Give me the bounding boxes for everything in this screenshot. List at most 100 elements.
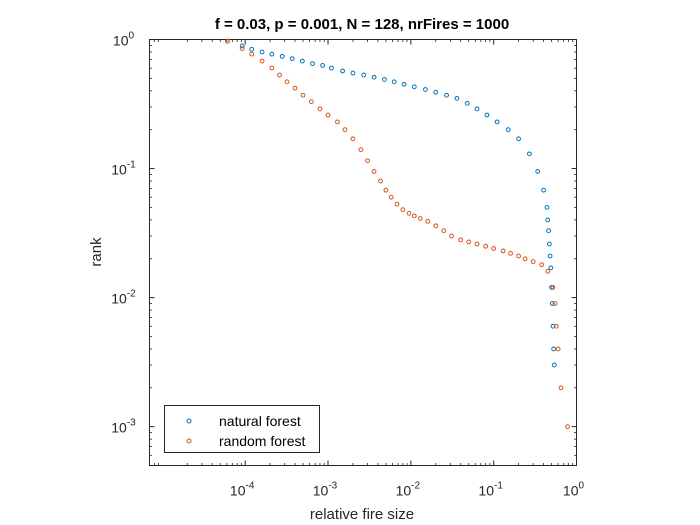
legend: natural forest random forest — [164, 405, 320, 453]
data-point-random-forest — [378, 178, 383, 184]
data-point-random-forest — [425, 218, 431, 224]
data-point-natural-forest — [269, 51, 275, 57]
data-point-natural-forest — [350, 70, 356, 76]
data-point-random-forest — [269, 65, 275, 71]
data-point-natural-forest — [549, 301, 555, 306]
data-point-random-forest — [388, 194, 394, 200]
data-point-natural-forest — [279, 53, 285, 59]
data-point-random-forest — [284, 79, 290, 85]
data-point-random-forest — [553, 323, 559, 329]
y-tick-label: 10-2 — [111, 289, 136, 307]
data-point-natural-forest — [391, 79, 397, 85]
data-point-natural-forest — [289, 56, 295, 62]
data-point-natural-forest — [527, 151, 532, 157]
data-point-natural-forest — [239, 43, 245, 49]
data-point-natural-forest — [544, 205, 550, 210]
data-point-natural-forest — [484, 112, 490, 118]
marks-layer — [224, 38, 570, 430]
data-point-natural-forest — [494, 119, 500, 125]
data-point-random-forest — [530, 259, 536, 265]
data-point-natural-forest — [433, 89, 439, 95]
data-point-random-forest — [411, 213, 417, 219]
data-point-random-forest — [458, 237, 464, 243]
data-point-random-forest — [406, 210, 412, 216]
data-point-natural-forest — [411, 84, 417, 90]
data-point-natural-forest — [548, 265, 554, 271]
data-point-random-forest — [539, 262, 545, 268]
data-point-natural-forest — [547, 253, 553, 259]
data-point-random-forest — [300, 92, 306, 98]
x-axis-label: relative fire size — [310, 506, 414, 523]
data-point-random-forest — [433, 223, 439, 229]
data-point-natural-forest — [340, 68, 345, 74]
series-random-forest — [224, 38, 570, 430]
data-point-random-forest — [358, 147, 364, 153]
data-point-natural-forest — [320, 63, 325, 68]
data-point-natural-forest — [505, 127, 511, 133]
ticks-layer: 10-4 10-3 10-2 10-1 100 10-3 10-2 10-1 100 — [111, 31, 584, 499]
data-point-random-forest — [277, 72, 282, 78]
data-point-natural-forest — [474, 106, 480, 112]
data-point-natural-forest — [545, 217, 551, 223]
data-point-random-forest — [555, 346, 561, 352]
data-point-random-forest — [550, 284, 556, 290]
data-point-natural-forest — [249, 46, 255, 52]
y-axis-label: rank — [88, 237, 105, 267]
data-point-random-forest — [350, 136, 356, 142]
data-point-random-forest — [474, 241, 480, 247]
data-point-random-forest — [417, 216, 423, 221]
legend-marker-natural-forest — [186, 418, 192, 424]
data-point-natural-forest — [516, 136, 521, 142]
data-point-random-forest — [394, 201, 400, 207]
data-point-random-forest — [342, 127, 348, 133]
data-point-random-forest — [249, 51, 255, 57]
data-point-random-forest — [500, 248, 506, 254]
data-point-random-forest — [308, 99, 314, 105]
x-tick-label: 10-1 — [478, 481, 503, 499]
data-point-natural-forest — [329, 65, 334, 71]
data-point-natural-forest — [454, 95, 460, 101]
data-point-natural-forest — [551, 362, 557, 368]
data-point-random-forest — [491, 246, 497, 251]
data-point-random-forest — [371, 169, 377, 174]
data-point-random-forest — [259, 58, 265, 64]
data-point-natural-forest — [310, 61, 315, 67]
data-point-random-forest — [483, 243, 489, 249]
data-point-natural-forest — [551, 346, 557, 352]
data-point-random-forest — [565, 424, 570, 430]
data-point-random-forest — [325, 112, 331, 118]
data-point-natural-forest — [464, 100, 470, 106]
data-point-natural-forest — [535, 169, 541, 174]
legend-label-random-forest: random forest — [219, 433, 305, 449]
data-point-random-forest — [558, 385, 564, 391]
legend-marker-random-forest — [186, 438, 192, 444]
data-point-natural-forest — [444, 92, 449, 98]
y-tick-label: 10-3 — [111, 418, 136, 436]
data-point-natural-forest — [361, 72, 367, 78]
x-tick-label: 10-2 — [396, 481, 421, 499]
data-point-random-forest — [383, 187, 389, 193]
y-tick-label: 10-1 — [111, 160, 136, 178]
data-point-random-forest — [545, 268, 551, 274]
data-point-random-forest — [508, 251, 513, 256]
axes-box — [149, 39, 577, 466]
data-point-random-forest — [335, 119, 340, 125]
data-point-random-forest — [292, 85, 298, 91]
legend-label-natural-forest: natural forest — [219, 413, 301, 429]
data-point-natural-forest — [541, 187, 546, 193]
data-point-natural-forest — [401, 81, 407, 87]
x-tick-label: 100 — [563, 481, 585, 499]
data-point-random-forest — [522, 256, 528, 262]
data-point-random-forest — [400, 207, 406, 213]
data-point-natural-forest — [382, 77, 387, 82]
legend-box — [164, 405, 320, 453]
data-point-random-forest — [552, 301, 558, 306]
data-point-natural-forest — [423, 87, 428, 92]
data-point-random-forest — [466, 239, 472, 245]
data-point-random-forest — [365, 158, 370, 164]
data-point-natural-forest — [546, 228, 551, 234]
data-point-random-forest — [449, 233, 454, 239]
x-tick-label: 10-3 — [313, 481, 338, 499]
series-natural-forest — [224, 38, 557, 368]
